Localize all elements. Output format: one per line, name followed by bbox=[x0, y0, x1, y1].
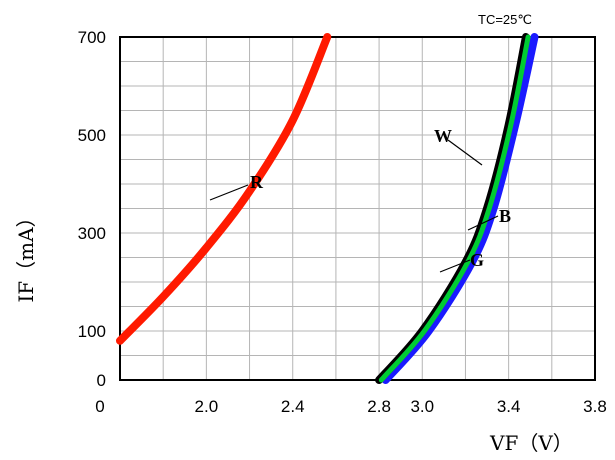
y-tick-label: 500 bbox=[78, 126, 106, 145]
series-label-b: B bbox=[499, 206, 511, 226]
x-tick-label: 2.0 bbox=[195, 397, 219, 416]
x-tick-label: 3.8 bbox=[583, 397, 607, 416]
series-line-g bbox=[378, 34, 531, 383]
r-leader-line bbox=[209, 184, 249, 201]
x-tick-label: 2.4 bbox=[281, 397, 305, 416]
series-line-b bbox=[381, 33, 539, 384]
x-axis-title: VF（V） bbox=[489, 431, 573, 455]
tick-labels: 0 2.0 2.4 2.8 3.0 3.4 3.8 0 100 300 500 700 bbox=[78, 28, 607, 416]
b-leader-line bbox=[467, 215, 499, 231]
x-tick-label: 3.0 bbox=[410, 397, 434, 416]
y-tick-label: 300 bbox=[78, 224, 106, 243]
y-tick-label: 0 bbox=[97, 371, 106, 390]
series-label-r: R bbox=[250, 172, 264, 192]
y-axis-title: IF（mA） bbox=[14, 207, 38, 302]
series-layer bbox=[116, 33, 539, 384]
y-tick-label: 700 bbox=[78, 28, 106, 47]
series-line-r bbox=[116, 33, 332, 345]
x-tick-label: 0 bbox=[95, 397, 104, 416]
series-label-g: G bbox=[470, 250, 484, 270]
w-leader-line bbox=[447, 139, 483, 166]
y-tick-label: 100 bbox=[78, 322, 106, 341]
plot-frame bbox=[119, 36, 596, 381]
x-tick-label: 2.8 bbox=[367, 397, 391, 416]
series-label-w: W bbox=[434, 126, 452, 146]
temperature-annotation: TC=25℃ bbox=[478, 12, 532, 27]
x-tick-label: 3.4 bbox=[497, 397, 521, 416]
g-leader-line bbox=[439, 259, 471, 273]
